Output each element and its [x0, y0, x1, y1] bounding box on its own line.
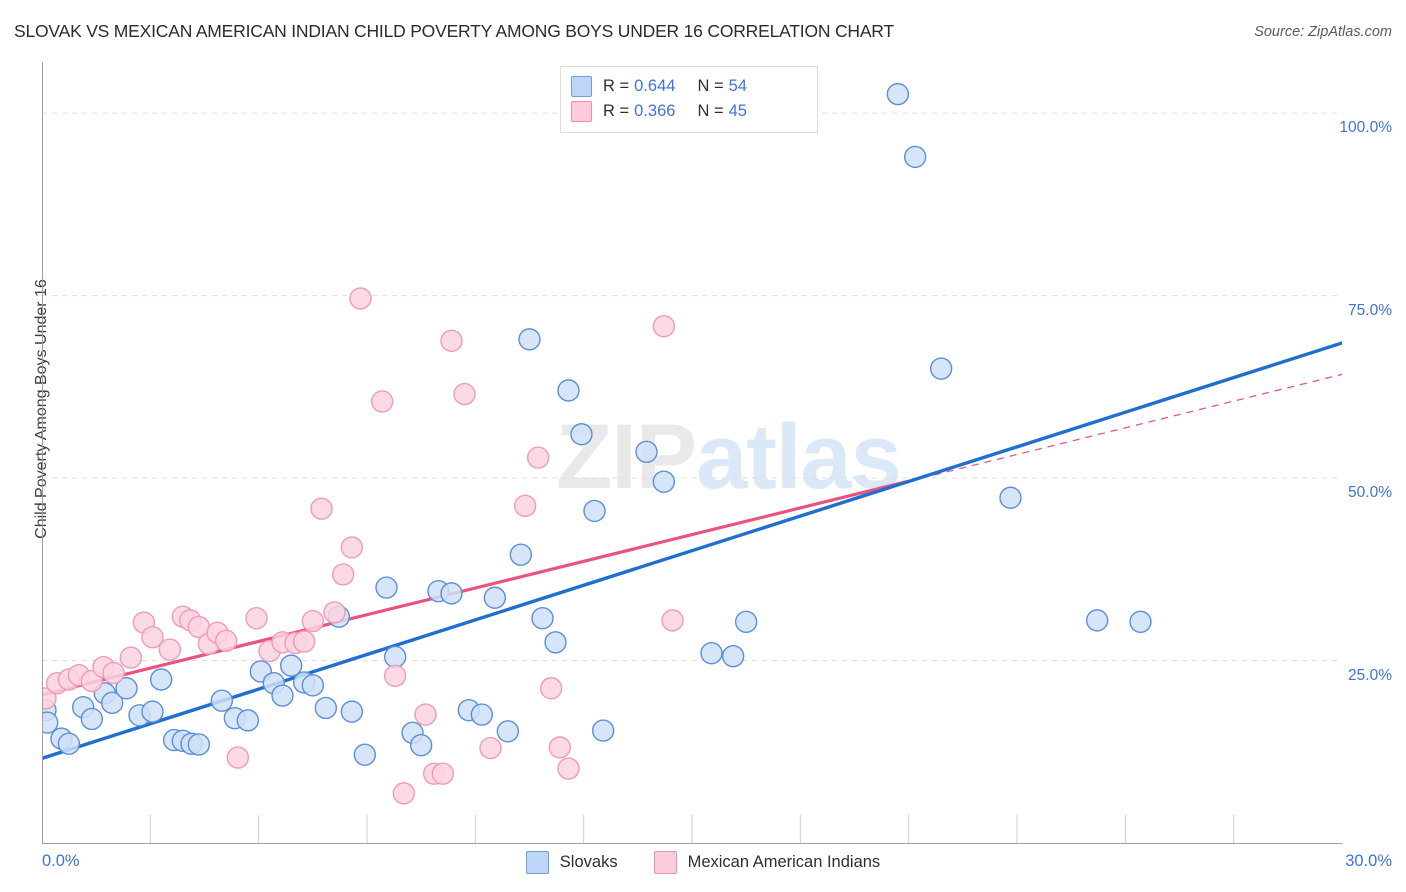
y-tick-label: 50.0%: [1348, 484, 1392, 502]
x-tick-label-max: 30.0%: [1345, 852, 1392, 870]
x-axis-line: [42, 843, 1342, 844]
n-value-mai: 45: [728, 102, 747, 120]
y-axis-line: [42, 62, 43, 843]
scatter-svg: [42, 82, 1342, 843]
stats-row-mexican-american-indians: R = 0.366 N = 45: [571, 99, 807, 124]
r-value-slovaks: 0.644: [634, 77, 676, 95]
legend-swatch-slovaks-icon: [525, 851, 549, 874]
y-tick-label: 25.0%: [1348, 666, 1392, 684]
x-tick-label-min: 0.0%: [42, 852, 80, 870]
n-label-slovaks: N =: [697, 77, 724, 95]
r-value-mai: 0.366: [634, 102, 676, 120]
swatch-mexican-american-indians-icon: [571, 101, 592, 122]
page-title: SLOVAK VS MEXICAN AMERICAN INDIAN CHILD …: [14, 21, 894, 41]
plot-area: [42, 62, 1342, 843]
r-label-mai: R =: [603, 102, 630, 120]
y-tick-label: 75.0%: [1348, 301, 1392, 319]
legend-label-slovaks: Slovaks: [559, 853, 618, 871]
legend-item-mexican-american-indians[interactable]: Mexican American Indians: [653, 851, 881, 874]
r-label-slovaks: R =: [603, 77, 630, 95]
swatch-slovaks-icon: [571, 76, 592, 97]
legend-swatch-mexican-american-indians-icon: [653, 851, 677, 874]
series-legend: Slovaks Mexican American Indians: [0, 851, 1406, 874]
legend-label-mexican-american-indians: Mexican American Indians: [687, 853, 881, 871]
source-label: Source: ZipAtlas.com: [1254, 24, 1392, 40]
legend-item-slovaks[interactable]: Slovaks: [525, 851, 618, 874]
stats-legend-box: R = 0.644 N = 54 R = 0.366 N = 45: [560, 66, 818, 133]
stats-row-slovaks: R = 0.644 N = 54: [571, 74, 807, 99]
y-tick-label: 100.0%: [1339, 119, 1392, 137]
n-value-slovaks: 54: [728, 77, 747, 95]
n-label-mai: N =: [697, 102, 724, 120]
